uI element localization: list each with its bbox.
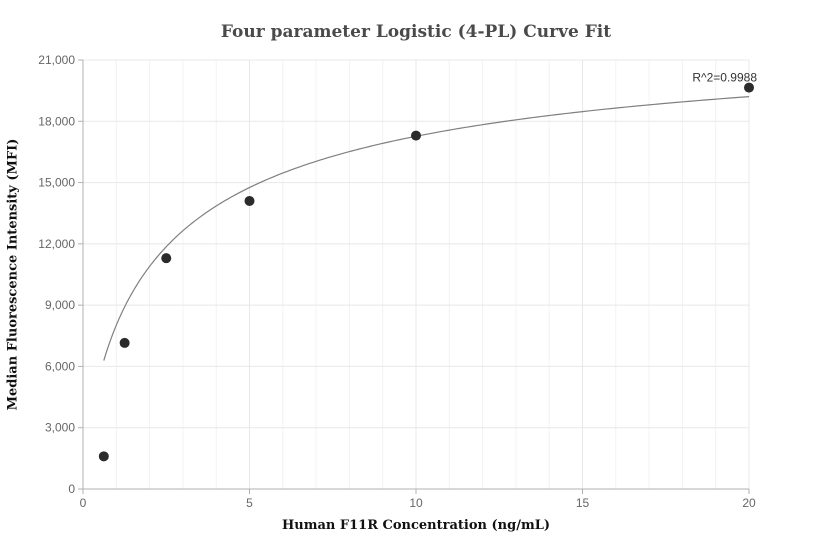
y-tick-label: 9,000 <box>45 298 75 312</box>
chart-title: Four parameter Logistic (4-PL) Curve Fit <box>220 22 612 42</box>
data-point <box>119 337 130 348</box>
data-point <box>98 451 109 462</box>
x-tick-label: 15 <box>576 496 590 510</box>
x-tick-label: 5 <box>246 496 253 510</box>
y-tick-label: 12,000 <box>38 237 75 251</box>
data-point <box>744 82 754 93</box>
y-tick-label: 0 <box>68 482 75 496</box>
data-points <box>98 82 754 462</box>
data-point <box>161 253 172 264</box>
r-squared-annotation: R^2=0.9988 <box>692 71 757 85</box>
y-tick-label: 15,000 <box>38 176 75 190</box>
y-tick-label: 3,000 <box>45 421 75 435</box>
data-point <box>244 195 255 206</box>
fit-curve-line <box>103 96 750 361</box>
grid-lines <box>83 59 750 489</box>
y-tick-label: 18,000 <box>38 114 75 128</box>
x-tick-label: 0 <box>80 496 87 510</box>
x-tick-label: 10 <box>409 496 423 510</box>
x-tick-label: 20 <box>742 496 756 510</box>
data-point <box>411 130 421 141</box>
y-tick-label: 6,000 <box>45 359 75 373</box>
y-tick-label: 21,000 <box>38 53 75 67</box>
fit-curve-group <box>103 96 750 361</box>
x-axis-label: Human F11R Concentration (ng/mL) <box>281 518 550 533</box>
axes: 0 3,000 6,000 9,000 12,000 15,000 18,000 21,000… <box>38 53 756 510</box>
